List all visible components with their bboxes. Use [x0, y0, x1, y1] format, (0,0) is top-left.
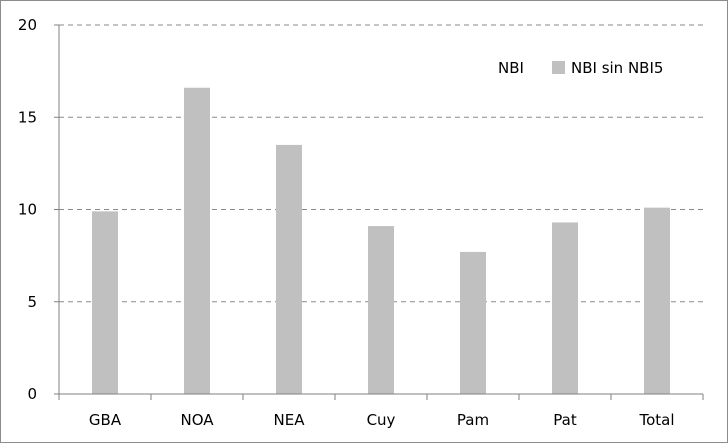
x-tick-label: NOA — [180, 411, 214, 429]
y-tick-label: 10 — [18, 201, 37, 219]
bar-pat — [552, 222, 578, 394]
bar-pam — [460, 251, 486, 394]
x-tick-label: Pat — [553, 411, 577, 429]
bar-gba — [92, 211, 118, 394]
y-tick-label: 5 — [27, 293, 37, 311]
y-tick-label: 20 — [18, 16, 37, 34]
bar-cuy — [368, 226, 394, 394]
x-tick-label: GBA — [89, 411, 122, 429]
x-tick-label: Total — [638, 411, 674, 429]
y-axis-ticks: 0 5 10 15 20 — [18, 16, 59, 403]
x-tick-label: Pam — [457, 411, 489, 429]
bar-noa — [184, 87, 210, 394]
bars — [92, 87, 670, 394]
legend-label-nbi-sin-nbi5: NBI sin NBI5 — [571, 59, 663, 77]
y-tick-label: 0 — [27, 385, 37, 403]
y-tick-label: 15 — [18, 108, 37, 126]
x-tick-label: NEA — [274, 411, 306, 429]
legend: NBI NBI sin NBI5 — [498, 59, 663, 77]
x-axis-ticks: GBA NOA NEA Cuy Pam Pat Total — [58, 394, 704, 429]
x-tick-label: Cuy — [367, 411, 396, 429]
legend-label-nbi: NBI — [498, 59, 524, 77]
legend-swatch-nbi-sin-nbi5 — [552, 61, 565, 74]
bar-nea — [276, 144, 302, 394]
bar-total — [644, 207, 670, 394]
